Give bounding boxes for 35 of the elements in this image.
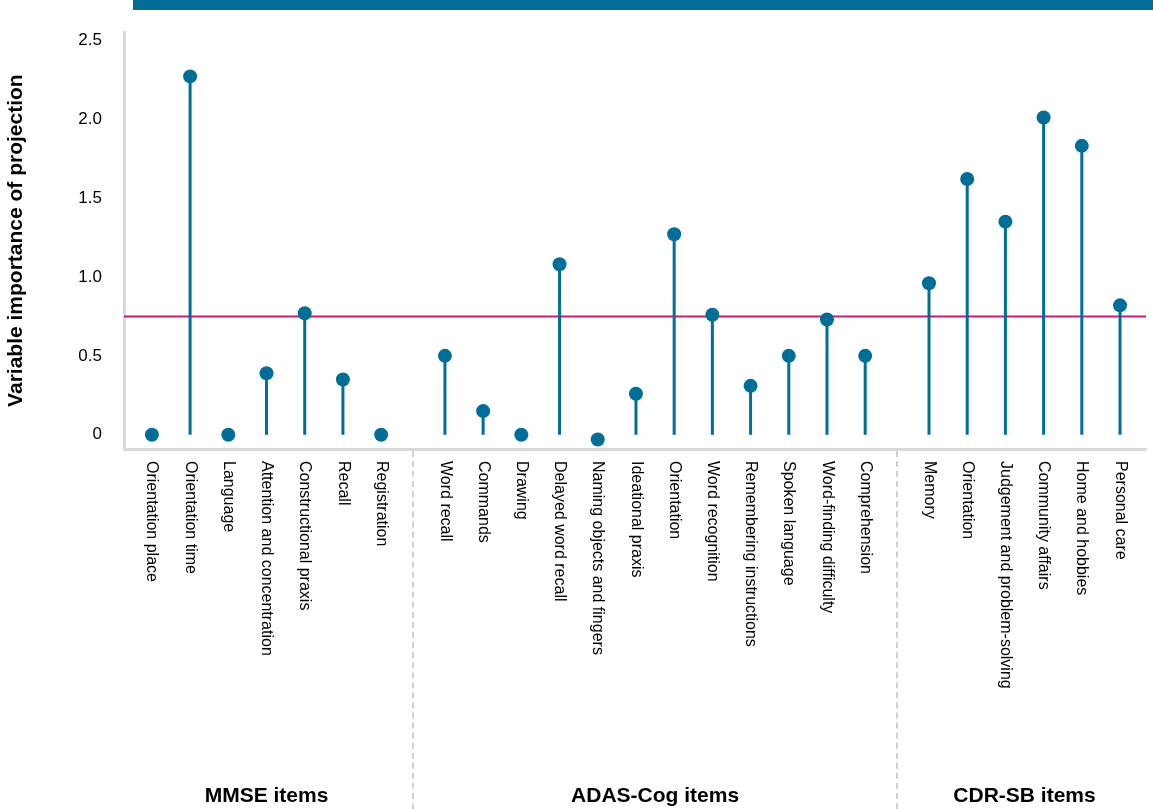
y-axis-title: Variable importance of projection [3, 74, 27, 407]
y-tick-label: 1.5 [78, 187, 102, 207]
y-tick-label: 2.0 [78, 108, 102, 128]
text: MMSE items [204, 783, 329, 806]
x-tick-label: Personal care [1112, 461, 1130, 560]
x-tick-label: Ideational praxis [628, 461, 646, 578]
x-tick-label: Recall [335, 461, 353, 506]
x-tick-label: Home and hobbies [1074, 461, 1092, 596]
x-tick-label: Word-finding difficulty [819, 461, 837, 614]
x-tick-label: Orientation time [182, 461, 200, 575]
y-tick-label: 2.5 [78, 29, 102, 49]
x-tick-label: Community affairs [1036, 461, 1054, 590]
y-tick-label: 1.0 [78, 266, 102, 286]
x-tick-label: Constructional praxis [297, 461, 315, 611]
x-tick-label: Language [220, 461, 238, 533]
text: CDR-SB items [953, 783, 1096, 806]
y-tick-label: 0.5 [78, 345, 102, 365]
x-tick-label: Attention and concentration [259, 461, 277, 656]
x-tick-label: Word recognition [704, 461, 722, 582]
x-tick-label: Orientation place [144, 461, 162, 583]
y-tick-label: 0 [92, 424, 102, 444]
x-tick-label: Spoken language [781, 461, 799, 586]
text: ADAS-Cog items [571, 783, 740, 806]
x-tick-label: Commands [475, 461, 493, 543]
x-tick-label: Naming objects and fingers [590, 461, 608, 655]
x-tick-label: Orientation [666, 461, 684, 540]
x-tick-label: Orientation [959, 461, 977, 540]
x-tick-label: Word recall [437, 461, 455, 542]
x-tick-label: Registration [373, 461, 391, 547]
x-tick-label: Comprehension [857, 461, 875, 574]
x-tick-label: Judgement and problem-solving [998, 461, 1015, 689]
x-tick-label: Remembering instructions [743, 461, 761, 647]
x-tick-label: Delayed word recall [552, 461, 570, 602]
x-tick-label: Drawing [513, 461, 531, 520]
x-tick-label: Memory [921, 461, 939, 519]
